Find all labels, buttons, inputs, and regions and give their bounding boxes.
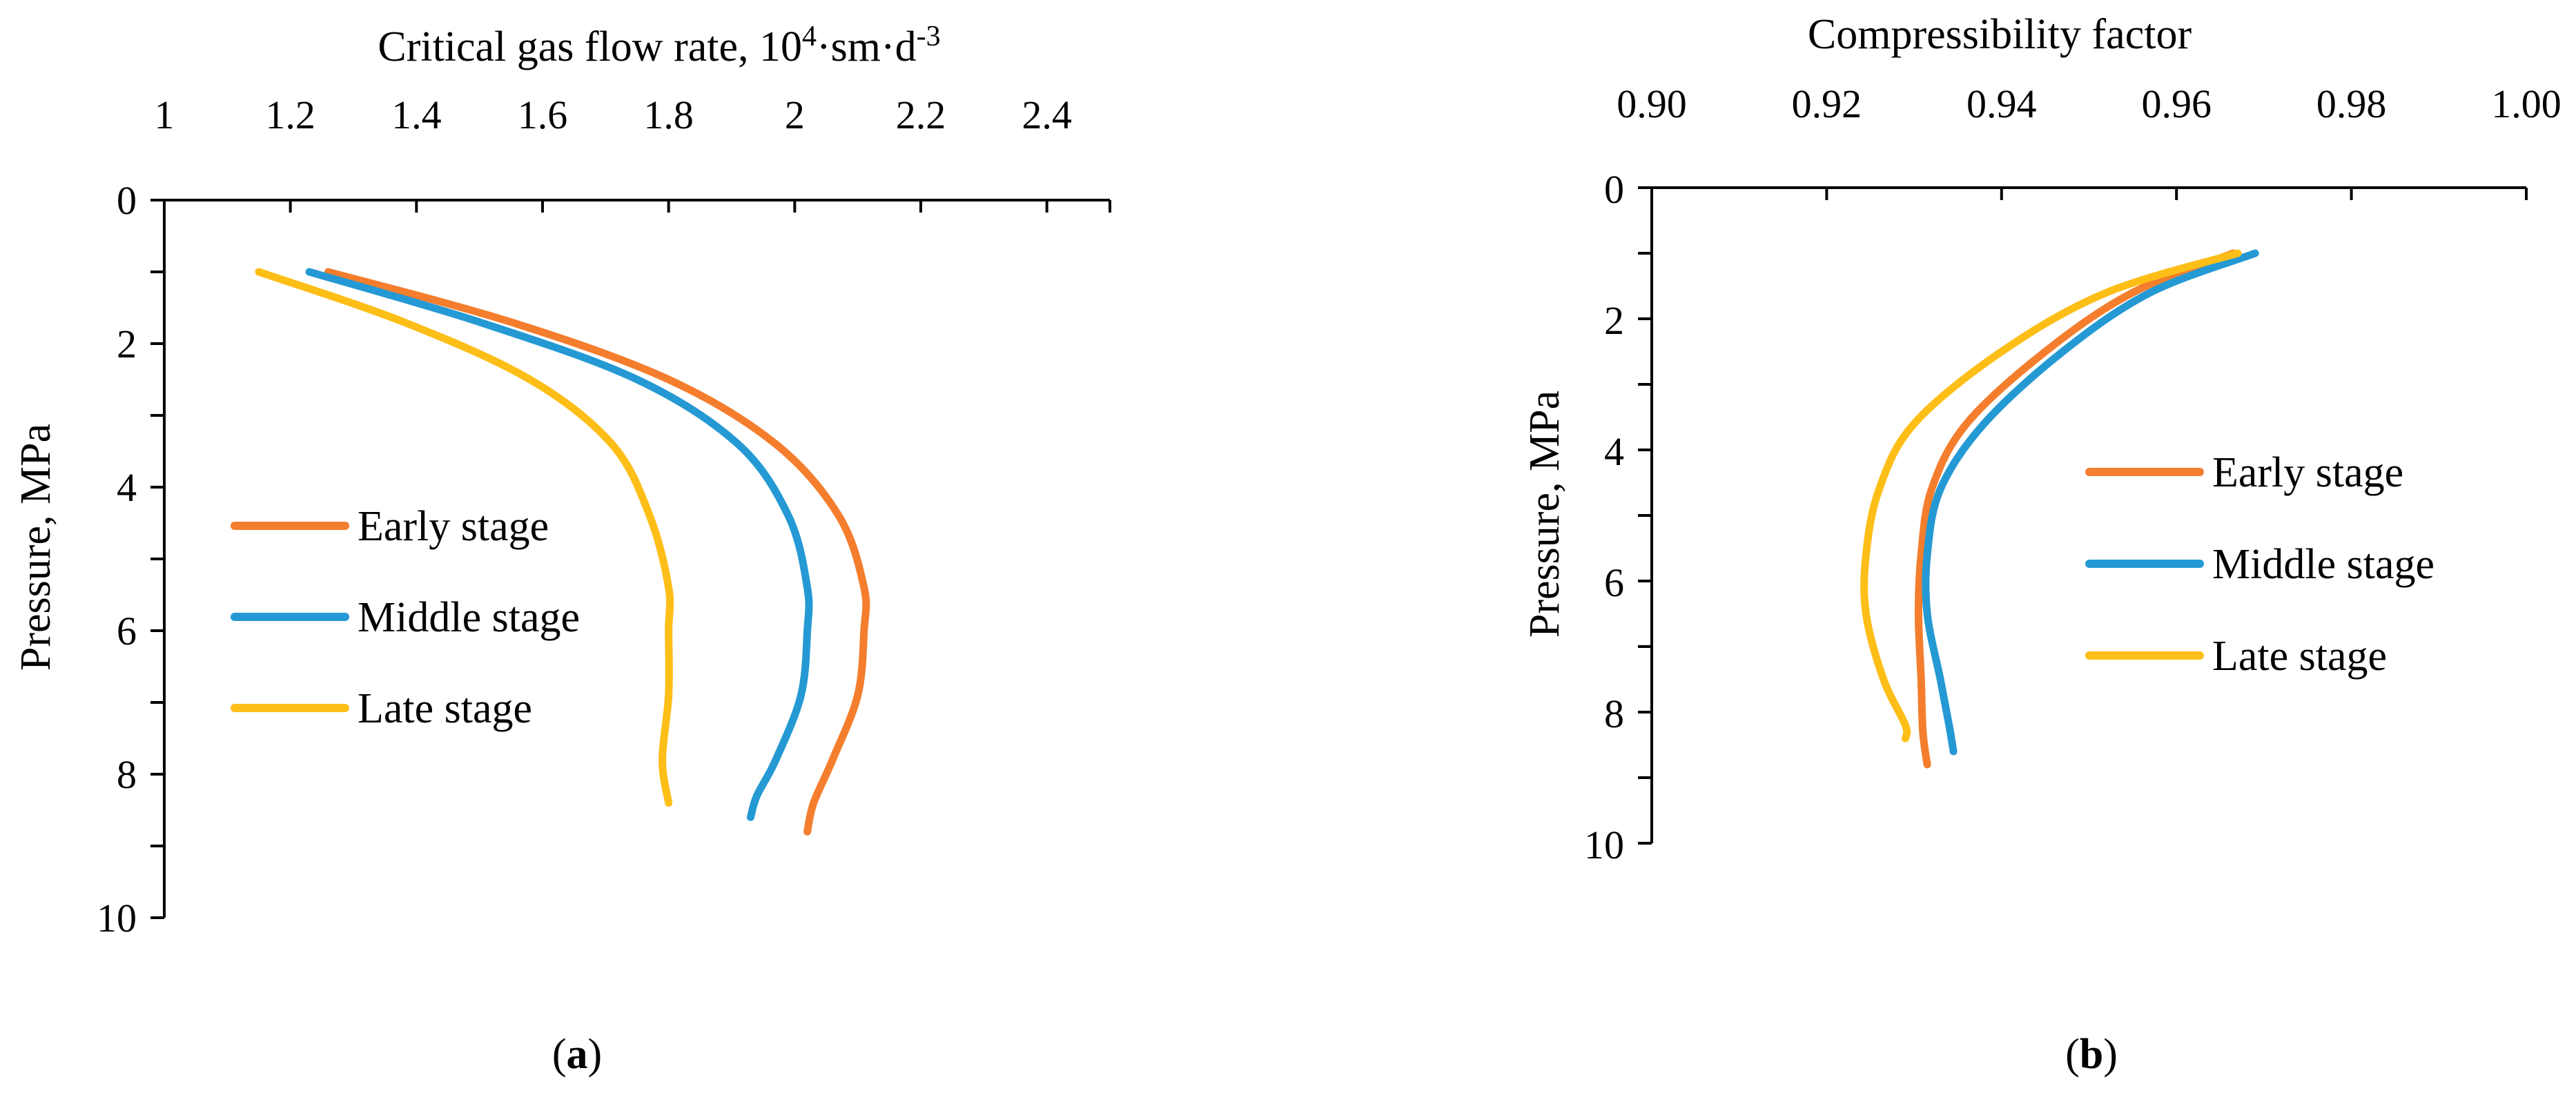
panel-b-y-tick-label: 10 <box>1584 823 1624 867</box>
panel-b-legend: Early stage Middle stage Late stage <box>2085 449 2434 680</box>
panel-a-x-tick-labels: 1 1.2 1.4 1.6 1.8 2 2.2 2.4 <box>155 92 1072 137</box>
panel-a-y-tick-label: 10 <box>97 896 137 941</box>
panel-a-x-tick-label: 1.8 <box>643 92 694 137</box>
panel-b-legend-label: Middle stage <box>2212 541 2434 588</box>
panel-b-x-tick-label: 0.92 <box>1792 81 1862 126</box>
panel-b-caption: (b) <box>2065 1031 2118 1078</box>
panel-b-x-tick-label: 0.94 <box>1967 81 2037 126</box>
panel-a-x-tick-label: 2.4 <box>1022 92 1072 137</box>
panel-b-y-tick-label: 8 <box>1604 691 1624 736</box>
panel-a-legend-label: Late stage <box>358 685 532 732</box>
panel-a-y-tick-label: 6 <box>117 609 137 653</box>
panel-b-y-tick-label: 4 <box>1604 429 1624 474</box>
panel-b-y-tick-label: 0 <box>1604 167 1624 212</box>
panel-b-series-line-late-stage <box>1860 249 2242 742</box>
panel-b-x-tick-label: 0.98 <box>2316 81 2387 126</box>
panel-b-legend-label: Late stage <box>2212 633 2387 680</box>
panel-b-x-tick-labels: 0.90 0.92 0.94 0.96 0.98 1.00 <box>1617 81 2562 126</box>
panel-a-series-line-early-stage <box>324 268 870 836</box>
panel-b-y-tick-labels: 0 2 4 6 8 10 <box>1584 167 1624 867</box>
panel-a-chart: Critical gas flow rate, 104·sm·d-3 Press… <box>12 21 1111 1078</box>
panel-b-series <box>1860 249 2259 769</box>
panel-a-x-tick-label: 1.2 <box>265 92 315 137</box>
panel-a-series-line-middle-stage <box>305 268 813 821</box>
panel-b-series-line-early-stage <box>1914 249 2238 769</box>
panel-a-y-axis-title: Pressure, MPa <box>12 424 59 671</box>
panel-a-x-tick-label: 1.6 <box>518 92 568 137</box>
panel-a-legend-label: Middle stage <box>358 594 580 641</box>
panel-a-x-tick-label: 1 <box>155 92 175 137</box>
panel-b-axes <box>1638 186 2528 845</box>
panel-b-y-axis-title: Pressure, MPa <box>1521 391 1568 638</box>
panel-a-y-tick-label: 8 <box>117 752 137 797</box>
panel-b-y-tick-label: 6 <box>1604 560 1624 605</box>
panel-b-x-axis-title: Compressibility factor <box>1808 11 2192 58</box>
panel-b-legend-label: Early stage <box>2212 449 2403 496</box>
panel-a-axes <box>150 199 1111 919</box>
panel-a-caption: (a) <box>552 1031 602 1078</box>
panel-a-series-line-late-stage <box>255 268 674 807</box>
panel-b-x-tick-label: 1.00 <box>2491 81 2562 126</box>
panel-b-y-tick-label: 2 <box>1604 298 1624 343</box>
panel-b-x-tick-label: 0.90 <box>1617 81 1687 126</box>
panel-b-x-tick-label: 0.96 <box>2141 81 2212 126</box>
panel-a-x-tick-label: 1.4 <box>391 92 442 137</box>
panel-a-x-tick-label: 2.2 <box>896 92 946 137</box>
panel-a-y-tick-label: 4 <box>117 465 137 510</box>
panel-a-legend: Early stage Middle stage Late stage <box>231 503 580 732</box>
panel-b-chart: Compressibility factor Pressure, MPa 0.9… <box>1521 11 2562 1078</box>
panel-a-series <box>255 268 870 836</box>
panel-a-legend-label: Early stage <box>358 503 549 550</box>
panel-a-x-tick-label: 2 <box>785 92 805 137</box>
panel-a-y-tick-labels: 0 2 4 6 8 10 <box>97 178 137 941</box>
panel-a-x-axis-title: Critical gas flow rate, 104·sm·d-3 <box>378 21 940 70</box>
panel-b-series-line-middle-stage <box>1922 249 2259 756</box>
panel-a-y-tick-label: 2 <box>117 322 137 366</box>
panel-a-y-tick-label: 0 <box>117 178 137 223</box>
